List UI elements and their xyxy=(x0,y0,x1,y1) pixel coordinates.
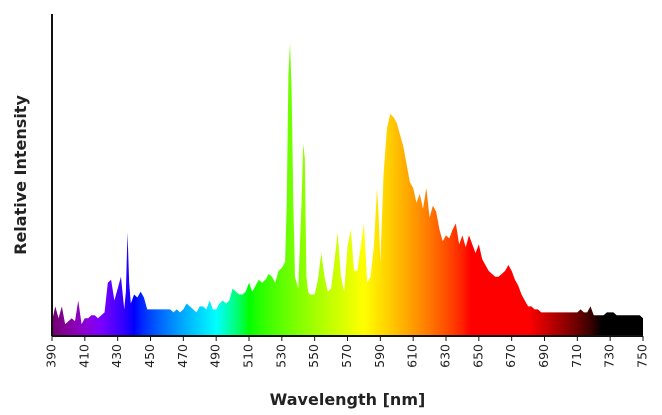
x-tick-label: 430 xyxy=(109,344,124,368)
x-tick-label: 510 xyxy=(241,344,256,368)
x-tick-label: 590 xyxy=(372,344,387,368)
x-tick-label: 630 xyxy=(438,344,453,368)
x-tick-label: 470 xyxy=(175,344,190,368)
y-axis-title: Relative Intensity xyxy=(11,95,30,255)
x-tick-label: 450 xyxy=(142,344,157,368)
x-tick-label: 710 xyxy=(569,344,584,368)
x-tick-label: 410 xyxy=(76,344,91,368)
spectrum-area xyxy=(52,42,643,337)
x-tick-label: 730 xyxy=(602,344,617,368)
x-tick-label: 650 xyxy=(470,344,485,368)
x-axis-ticks xyxy=(51,336,644,341)
x-tick-label: 750 xyxy=(635,344,650,368)
x-tick-label: 570 xyxy=(339,344,354,368)
x-axis-tick-labels: 390 410 430 450 470 490 510 530 550 570 590 610 630 6… xyxy=(44,344,650,368)
x-tick-label: 690 xyxy=(536,344,551,368)
x-tick-label: 390 xyxy=(44,344,59,368)
x-axis-title: Wavelength [nm] xyxy=(270,390,426,409)
x-tick-label: 610 xyxy=(405,344,420,368)
x-tick-label: 670 xyxy=(503,344,518,368)
x-tick-label: 490 xyxy=(208,344,223,368)
x-tick-label: 550 xyxy=(306,344,321,368)
x-tick-label: 530 xyxy=(273,344,288,368)
